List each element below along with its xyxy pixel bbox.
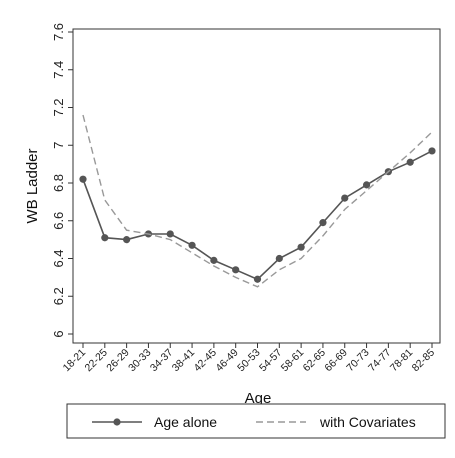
x-axis: 18-2122-2526-2930-3334-3738-4142-4546-49… xyxy=(61,343,438,375)
data-point xyxy=(341,194,349,202)
x-tick-label: 38-41 xyxy=(170,347,198,375)
x-tick-label: 30-33 xyxy=(126,347,154,375)
data-point xyxy=(123,236,131,244)
x-tick-label: 54-57 xyxy=(257,347,285,375)
x-tick-label: 78-81 xyxy=(388,347,416,375)
plot-area xyxy=(72,28,441,344)
x-tick-label: 34-37 xyxy=(148,347,176,375)
series-layer xyxy=(79,114,436,288)
y-tick-label: 6.2 xyxy=(51,287,66,305)
x-tick-label: 50-53 xyxy=(235,347,263,375)
x-tick-label: 82-85 xyxy=(410,347,438,375)
data-point xyxy=(188,241,196,249)
x-axis-title: Age xyxy=(245,390,272,407)
data-point xyxy=(275,254,283,263)
y-tick-label: 6.8 xyxy=(51,174,66,192)
data-point xyxy=(428,147,436,155)
data-point xyxy=(406,158,414,166)
data-point xyxy=(166,230,174,238)
data-point xyxy=(297,243,305,251)
x-tick-label: 42-45 xyxy=(192,347,220,375)
x-tick-label: 26-29 xyxy=(104,347,132,375)
data-point xyxy=(232,266,240,274)
x-tick-label: 74-77 xyxy=(366,347,394,375)
legend-box xyxy=(66,403,446,439)
y-tick-label: 7.4 xyxy=(51,61,66,79)
y-tick-label: 7.2 xyxy=(51,98,66,116)
data-point xyxy=(79,175,87,183)
x-tick-label: 46-49 xyxy=(213,347,241,375)
legend: Age alone with Covariates xyxy=(66,403,446,439)
y-tick-label: 6.6 xyxy=(51,212,66,230)
data-point xyxy=(319,219,327,227)
y-axis: 6 6.2 6.4 6.6 6.8 7 7.2 7.4 7.6 xyxy=(51,23,73,338)
data-point xyxy=(362,181,371,189)
data-point xyxy=(101,234,109,242)
legend-label-age-alone: Age alone xyxy=(154,414,217,430)
legend-label-with-covariates: with Covariates xyxy=(319,414,416,430)
series-line-with-covariates xyxy=(82,114,433,288)
x-tick-label: 18-21 xyxy=(61,347,89,375)
x-tick-label: 70-73 xyxy=(344,347,372,375)
y-tick-label: 6 xyxy=(51,330,66,337)
data-point xyxy=(210,256,218,264)
x-tick-label: 58-61 xyxy=(279,347,307,375)
y-tick-label: 6.4 xyxy=(51,249,66,267)
y-axis-title: WB Ladder xyxy=(24,148,41,223)
x-tick-label: 22-25 xyxy=(82,347,110,375)
x-tick-label: 66-69 xyxy=(322,347,350,375)
y-tick-label: 7.6 xyxy=(51,23,66,41)
data-point xyxy=(253,275,262,283)
legend-marker-age-alone xyxy=(113,418,121,426)
x-tick-label: 62-65 xyxy=(301,347,329,375)
y-tick-label: 7 xyxy=(51,142,66,149)
